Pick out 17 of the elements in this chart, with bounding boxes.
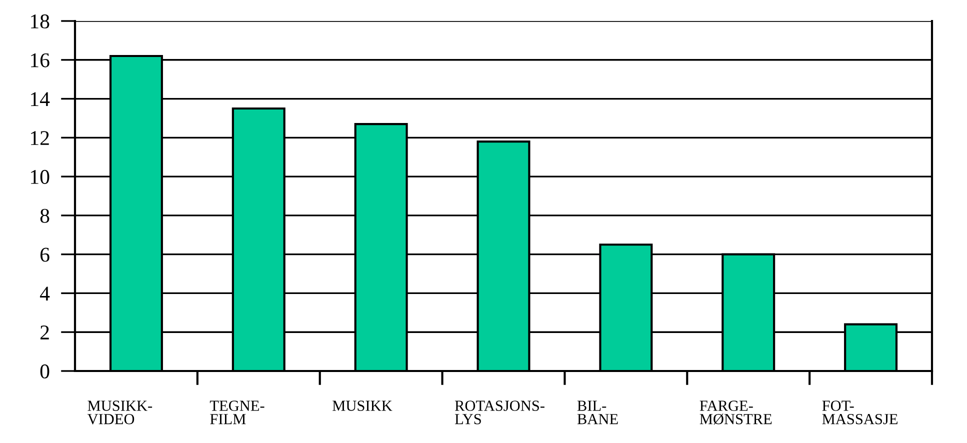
x-tick-label: BIL- BANE (577, 400, 618, 424)
y-tick-label: 8 (40, 208, 50, 223)
y-tick-label: 6 (40, 248, 50, 262)
x-tick-label: FOT- MASSASJE (822, 400, 898, 424)
x-tick-label: MUSIKK- VIDEO (87, 400, 152, 424)
y-tick-label: 16 (31, 53, 50, 68)
y-tick-label: 12 (31, 131, 49, 145)
y-tick-label: 2 (40, 326, 49, 340)
x-tick-label: FARGE- MØNSTRE (700, 400, 772, 425)
x-tick-label: MUSIKK (332, 400, 392, 411)
y-tick-label: 0 (40, 364, 50, 378)
y-tick-label: 4 (40, 286, 50, 300)
y-tick-label: 14 (31, 92, 50, 106)
x-tick-label: ROTASJONS- LYS (454, 400, 544, 424)
x-tick-label: TEGNE- FILM (210, 400, 264, 424)
y-tick-label: 10 (31, 170, 50, 184)
y-tick-label: 18 (31, 14, 50, 28)
